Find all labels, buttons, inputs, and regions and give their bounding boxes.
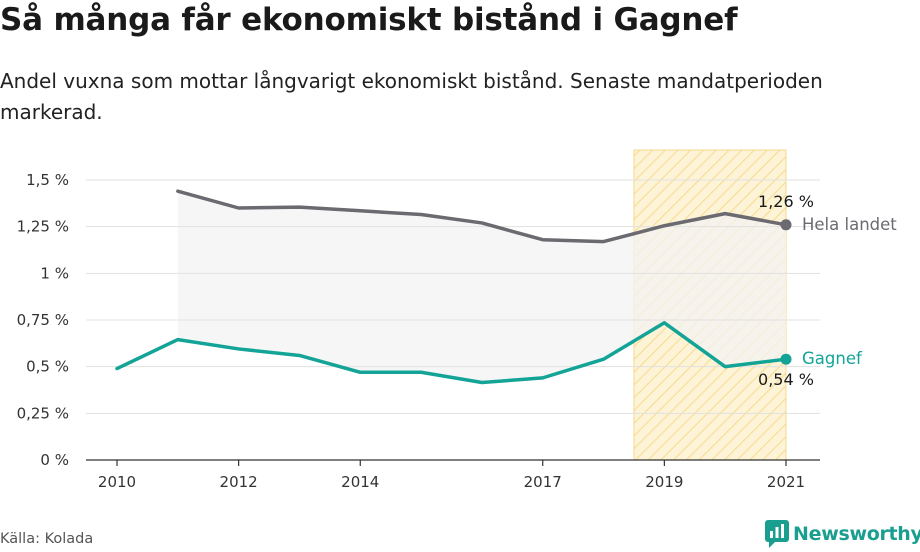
series-end-marker [780,219,792,231]
series-line-gagnef [115,321,788,385]
y-tick-label: 1 % [40,264,69,282]
x-tick-label: 2017 [524,473,562,491]
series-value-label: 0,54 % [758,370,814,389]
y-tick-label: 1,5 % [26,171,69,189]
brand-logo: Newsworthy [765,520,920,548]
series-name-label: Gagnef [802,349,863,368]
series-value-label: 1,26 % [758,192,814,211]
series-end-marker [780,353,792,365]
chart-subtitle: Andel vuxna som mottar långvarigt ekonom… [0,69,823,124]
series-line-hela-landet [176,189,788,244]
y-tick-label: 0 % [40,451,69,469]
brand-name: Newsworthy [793,523,920,545]
series-name-label: Hela landet [802,215,897,234]
series-gap-band [177,191,786,383]
source-note: Källa: Kolada [0,531,94,547]
x-tick-label: 2012 [220,473,258,491]
x-tick-label: 2021 [767,473,805,491]
y-tick-label: 1,25 % [17,218,69,236]
y-tick-label: 0,25 % [17,404,69,422]
chart-title: Så många får ekonomiskt bistånd i Gagnef [0,2,738,38]
y-tick-label: 0,75 % [17,311,69,329]
y-tick-label: 0,5 % [26,358,69,376]
x-tick-label: 2014 [341,473,379,491]
x-tick-label: 2010 [98,473,136,491]
x-tick-label: 2019 [645,473,683,491]
newsworthy-icon [765,520,789,548]
